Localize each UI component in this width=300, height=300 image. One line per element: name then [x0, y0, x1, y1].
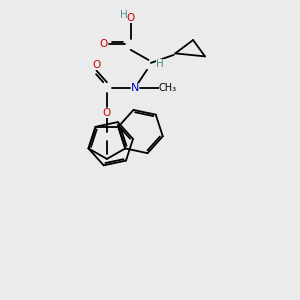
Text: O: O [103, 108, 111, 118]
Text: O: O [100, 40, 108, 50]
Text: CH₃: CH₃ [159, 82, 177, 93]
Text: N: N [131, 82, 139, 93]
Text: O: O [92, 60, 101, 70]
Text: O: O [127, 13, 135, 23]
Text: H: H [156, 59, 164, 69]
Text: H: H [120, 10, 128, 20]
